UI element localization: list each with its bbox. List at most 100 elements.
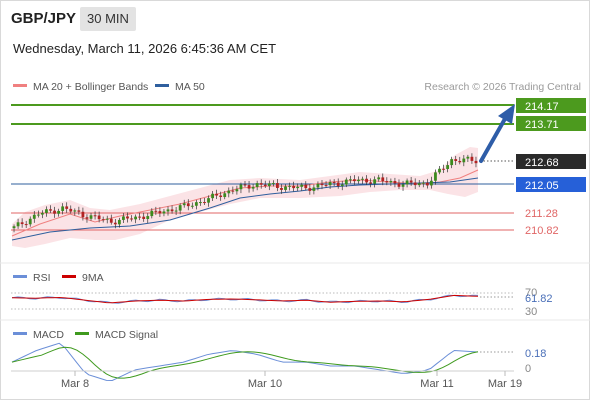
ma20-legend-swatch bbox=[13, 84, 27, 87]
candle-body bbox=[251, 186, 255, 189]
rsi-legend-swatch bbox=[13, 275, 27, 278]
candle-body bbox=[49, 209, 52, 211]
candle-body bbox=[393, 180, 397, 184]
level-tag-212-05 bbox=[516, 177, 586, 192]
candle-body bbox=[134, 216, 137, 220]
candle-body bbox=[45, 209, 48, 213]
candle-body bbox=[20, 222, 24, 225]
macd-signal-legend-swatch bbox=[75, 332, 89, 335]
candle-body bbox=[174, 210, 178, 212]
candle-body bbox=[409, 180, 413, 183]
candle-body bbox=[101, 219, 105, 221]
candle-body bbox=[280, 187, 283, 190]
level-label-214-17: 214.17 bbox=[525, 101, 559, 113]
candle-body bbox=[24, 224, 28, 226]
projection-arrow-shaft bbox=[479, 115, 508, 163]
candle-body bbox=[255, 183, 259, 187]
candle-body bbox=[417, 183, 421, 186]
candle-body bbox=[385, 181, 389, 183]
candle-body bbox=[413, 182, 417, 186]
candle-body bbox=[150, 210, 154, 217]
timeframe-badge[interactable]: 30 MIN bbox=[80, 7, 136, 31]
candle-body bbox=[215, 193, 219, 196]
macd-legend-label: MACD bbox=[33, 329, 64, 341]
candle-body bbox=[340, 184, 344, 187]
candle-body bbox=[458, 160, 462, 163]
candle-body bbox=[425, 182, 429, 186]
candle-body bbox=[199, 202, 202, 204]
currency-pair-title: GBP/JPY bbox=[11, 10, 77, 27]
candle-body bbox=[219, 195, 223, 198]
candle-body bbox=[434, 172, 437, 181]
x-label-mar11: Mar 11 bbox=[420, 378, 453, 390]
candle-body bbox=[166, 209, 170, 212]
candle-body bbox=[259, 183, 263, 185]
ma50-line bbox=[11, 177, 479, 241]
rsi-ma-legend-label: 9MA bbox=[82, 272, 104, 284]
candle-body bbox=[348, 179, 352, 181]
ma50-legend-swatch bbox=[155, 84, 169, 87]
candle-body bbox=[292, 185, 296, 189]
candle-body bbox=[328, 182, 332, 186]
candle-body bbox=[308, 188, 312, 191]
candle-body bbox=[304, 184, 308, 189]
candle-body bbox=[73, 210, 77, 212]
candle-body bbox=[146, 216, 150, 219]
candle-body bbox=[77, 210, 81, 212]
candle-body bbox=[12, 226, 16, 229]
candle-body bbox=[450, 159, 454, 166]
candle-body bbox=[207, 198, 210, 203]
candle-body bbox=[235, 189, 239, 192]
research-credit: Research © 2026 Trading Central bbox=[424, 81, 581, 93]
candle-body bbox=[69, 208, 73, 212]
x-label-mar8: Mar 8 bbox=[61, 378, 89, 390]
candle-body bbox=[405, 180, 409, 185]
candle-body bbox=[276, 183, 279, 188]
ma50-legend-label: MA 50 bbox=[175, 81, 205, 93]
candle-body bbox=[154, 210, 158, 212]
candle-body bbox=[243, 184, 247, 186]
candle-body bbox=[442, 168, 445, 170]
rsi-legend-label: RSI bbox=[33, 272, 51, 284]
candle-body bbox=[61, 206, 65, 211]
candle-body bbox=[474, 160, 478, 164]
candle-body bbox=[296, 186, 300, 189]
candle-body bbox=[454, 159, 458, 161]
rsi-tick-30: 30 bbox=[525, 306, 537, 318]
rsi-ma-legend-swatch bbox=[62, 275, 76, 278]
candle-body bbox=[430, 180, 433, 186]
candle-body bbox=[263, 184, 267, 187]
macd-signal-legend-label: MACD Signal bbox=[95, 329, 158, 341]
candle-body bbox=[211, 193, 214, 199]
candle-body bbox=[239, 184, 243, 190]
level-tag-current bbox=[516, 154, 586, 169]
candle-body bbox=[113, 222, 117, 225]
level-label-211-28: 211.28 bbox=[525, 208, 558, 220]
candle-body bbox=[117, 219, 121, 225]
rsi-tick-70: 70 bbox=[525, 287, 537, 299]
candle-body bbox=[438, 168, 441, 173]
candle-body bbox=[284, 186, 287, 190]
candle-body bbox=[182, 203, 186, 206]
candle-body bbox=[365, 178, 368, 183]
candlestick-series bbox=[12, 153, 478, 233]
candle-body bbox=[93, 215, 97, 217]
candle-body bbox=[109, 218, 113, 223]
candle-body bbox=[53, 210, 56, 214]
candle-body bbox=[186, 203, 190, 207]
candle-body bbox=[16, 222, 20, 227]
ma20-legend-label: MA 20 + Bollinger Bands bbox=[33, 81, 148, 93]
candle-body bbox=[336, 182, 340, 187]
candle-body bbox=[332, 182, 336, 184]
candle-body bbox=[158, 211, 162, 214]
candle-body bbox=[462, 158, 466, 163]
candle-body bbox=[227, 190, 231, 194]
candle-body bbox=[316, 183, 320, 188]
candle-body bbox=[178, 205, 182, 211]
candle-body bbox=[32, 214, 36, 219]
candle-body bbox=[223, 193, 227, 198]
candle-body bbox=[57, 210, 60, 214]
candle-body bbox=[89, 215, 93, 219]
candle-body bbox=[389, 180, 393, 183]
